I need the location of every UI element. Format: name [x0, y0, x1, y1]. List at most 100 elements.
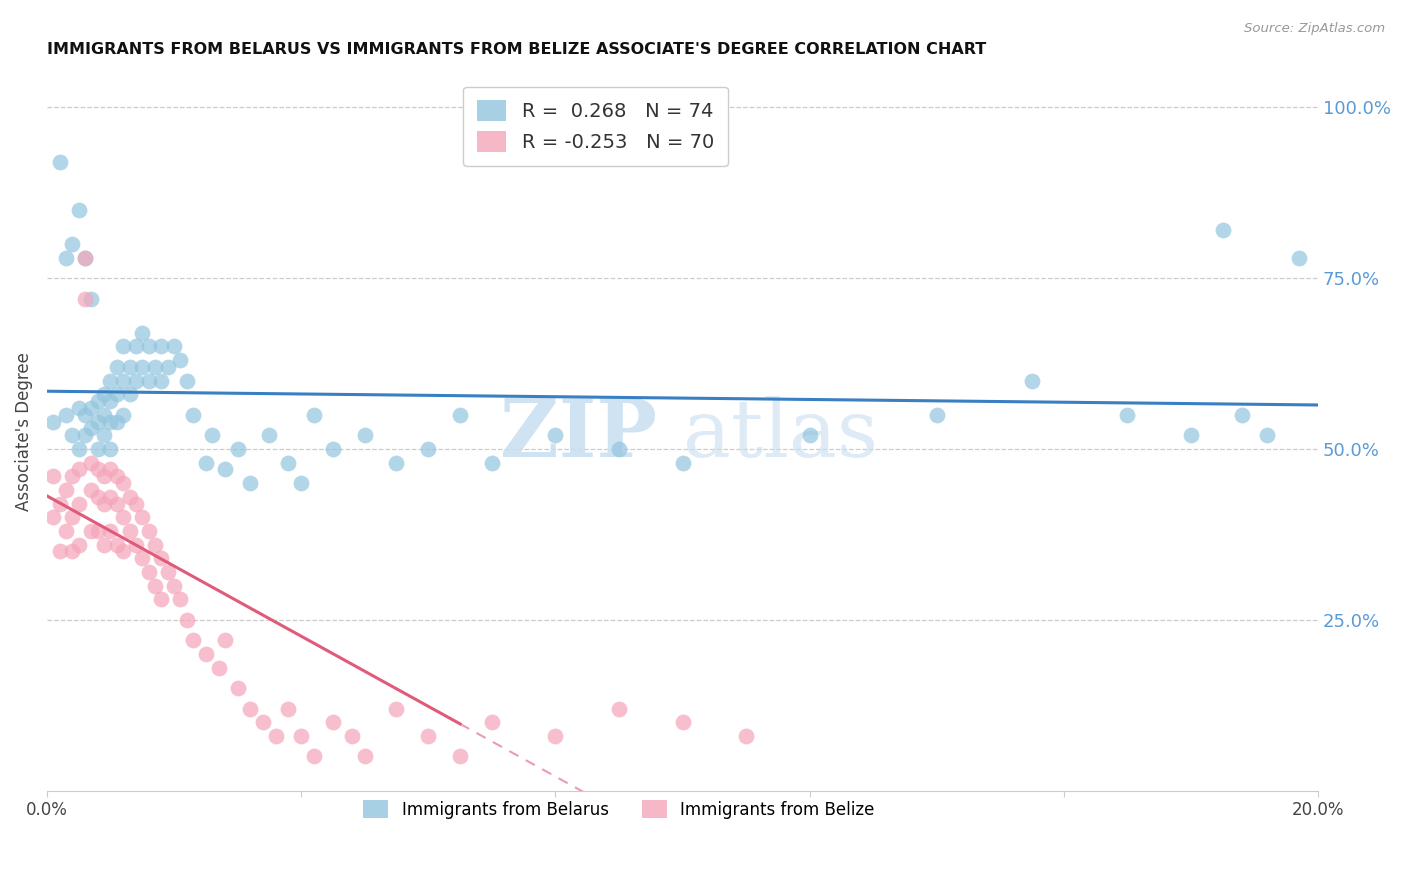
Point	[55, 524, 77, 538]
Text: Source: ZipAtlas.com: Source: ZipAtlas.com	[1244, 22, 1385, 36]
Point	[150, 374, 173, 388]
Point	[48, 544, 70, 558]
Point	[73, 251, 96, 265]
Point	[131, 326, 153, 340]
Point	[163, 339, 186, 353]
Point	[176, 613, 198, 627]
Point	[138, 339, 160, 353]
Point	[138, 374, 160, 388]
Point	[60, 510, 83, 524]
Point	[322, 442, 344, 456]
Point	[214, 462, 236, 476]
Point	[80, 401, 103, 415]
Point	[118, 490, 141, 504]
Point	[67, 497, 90, 511]
Point	[226, 442, 249, 456]
Point	[93, 408, 115, 422]
Point	[544, 428, 567, 442]
Point	[93, 538, 115, 552]
Point	[100, 394, 122, 409]
Point	[277, 456, 299, 470]
Point	[277, 701, 299, 715]
Point	[481, 456, 503, 470]
Point	[60, 428, 83, 442]
Point	[671, 456, 693, 470]
Point	[735, 729, 758, 743]
Point	[80, 524, 103, 538]
Point	[1256, 428, 1278, 442]
Point	[671, 715, 693, 730]
Point	[118, 387, 141, 401]
Point	[169, 592, 191, 607]
Point	[481, 715, 503, 730]
Point	[80, 292, 103, 306]
Point	[138, 524, 160, 538]
Point	[799, 428, 821, 442]
Point	[67, 202, 90, 217]
Point	[150, 339, 173, 353]
Point	[131, 510, 153, 524]
Point	[73, 251, 96, 265]
Point	[93, 469, 115, 483]
Point	[207, 660, 229, 674]
Point	[87, 462, 110, 476]
Point	[125, 339, 148, 353]
Point	[80, 456, 103, 470]
Point	[87, 394, 110, 409]
Y-axis label: Associate's Degree: Associate's Degree	[15, 352, 32, 511]
Point	[156, 565, 179, 579]
Point	[163, 579, 186, 593]
Point	[73, 428, 96, 442]
Point	[125, 374, 148, 388]
Point	[93, 497, 115, 511]
Point	[449, 749, 471, 764]
Point	[105, 415, 128, 429]
Point	[385, 456, 408, 470]
Point	[60, 237, 83, 252]
Point	[55, 483, 77, 497]
Point	[100, 442, 122, 456]
Point	[112, 544, 135, 558]
Point	[87, 524, 110, 538]
Point	[105, 538, 128, 552]
Point	[194, 647, 217, 661]
Point	[607, 442, 630, 456]
Point	[112, 408, 135, 422]
Point	[87, 490, 110, 504]
Point	[80, 483, 103, 497]
Point	[143, 538, 166, 552]
Point	[340, 729, 363, 743]
Point	[118, 524, 141, 538]
Point	[156, 359, 179, 374]
Point	[87, 415, 110, 429]
Point	[105, 497, 128, 511]
Point	[60, 469, 83, 483]
Point	[418, 729, 440, 743]
Point	[42, 469, 65, 483]
Legend: Immigrants from Belarus, Immigrants from Belize: Immigrants from Belarus, Immigrants from…	[357, 794, 882, 825]
Point	[1230, 408, 1253, 422]
Point	[80, 421, 103, 435]
Point	[118, 359, 141, 374]
Point	[138, 565, 160, 579]
Point	[385, 701, 408, 715]
Point	[252, 715, 274, 730]
Text: ZIP: ZIP	[501, 396, 657, 475]
Point	[1116, 408, 1139, 422]
Point	[100, 374, 122, 388]
Text: atlas: atlas	[682, 396, 877, 475]
Point	[194, 456, 217, 470]
Point	[73, 292, 96, 306]
Point	[925, 408, 948, 422]
Point	[290, 729, 312, 743]
Point	[181, 408, 204, 422]
Point	[226, 681, 249, 695]
Point	[259, 428, 281, 442]
Point	[105, 387, 128, 401]
Point	[322, 715, 344, 730]
Point	[42, 415, 65, 429]
Point	[67, 462, 90, 476]
Point	[150, 592, 173, 607]
Point	[55, 251, 77, 265]
Point	[181, 633, 204, 648]
